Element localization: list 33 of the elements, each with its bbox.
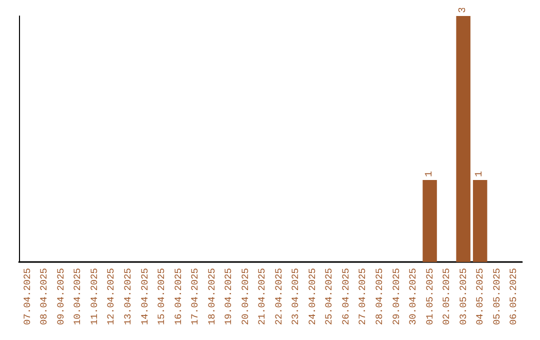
x-tick-label: 28.04.2025 bbox=[374, 268, 385, 326]
x-tick-label: 18.04.2025 bbox=[206, 268, 218, 326]
x-tick-label: 24.04.2025 bbox=[306, 268, 318, 326]
x-tick-label: 17.04.2025 bbox=[190, 268, 201, 326]
x-tick-label: 01.05.2025 bbox=[424, 268, 436, 326]
x-tick-label: 11.04.2025 bbox=[88, 268, 100, 326]
x-tick-label: 27.04.2025 bbox=[357, 268, 368, 326]
x-tick-label: 04.05.2025 bbox=[474, 268, 486, 326]
x-tick-label: 30.04.2025 bbox=[408, 268, 419, 326]
x-tick-label: 06.05.2025 bbox=[508, 268, 520, 326]
x-tick-label: 12.04.2025 bbox=[106, 268, 117, 326]
x-tick-label: 13.04.2025 bbox=[122, 268, 134, 326]
x-tick-label: 09.04.2025 bbox=[55, 268, 66, 326]
x-tick-label: 03.05.2025 bbox=[458, 268, 469, 326]
data-label: 1 bbox=[424, 170, 436, 177]
x-tick-label: 26.04.2025 bbox=[340, 268, 352, 326]
x-tick-label: 02.05.2025 bbox=[441, 268, 452, 326]
x-tick-label: 10.04.2025 bbox=[72, 268, 84, 326]
x-tick-label: 19.04.2025 bbox=[223, 268, 234, 326]
x-tick-label: 20.04.2025 bbox=[240, 268, 251, 326]
x-tick-label: 16.04.2025 bbox=[172, 268, 184, 326]
x-tick-label: 07.04.2025 bbox=[22, 268, 33, 326]
x-tick-label: 15.04.2025 bbox=[156, 268, 168, 326]
x-tick-label: 29.04.2025 bbox=[390, 268, 402, 326]
x-tick-label: 05.05.2025 bbox=[491, 268, 502, 326]
x-tick-label: 14.04.2025 bbox=[139, 268, 150, 326]
x-tick-label: 22.04.2025 bbox=[273, 268, 284, 326]
x-tick-label: 08.04.2025 bbox=[38, 268, 50, 326]
data-label: 3 bbox=[458, 6, 469, 13]
x-tick-label: 23.04.2025 bbox=[290, 268, 302, 326]
x-tick-label: 21.04.2025 bbox=[256, 268, 268, 326]
data-label: 1 bbox=[474, 170, 486, 177]
x-tick-label: 25.04.2025 bbox=[324, 268, 335, 326]
